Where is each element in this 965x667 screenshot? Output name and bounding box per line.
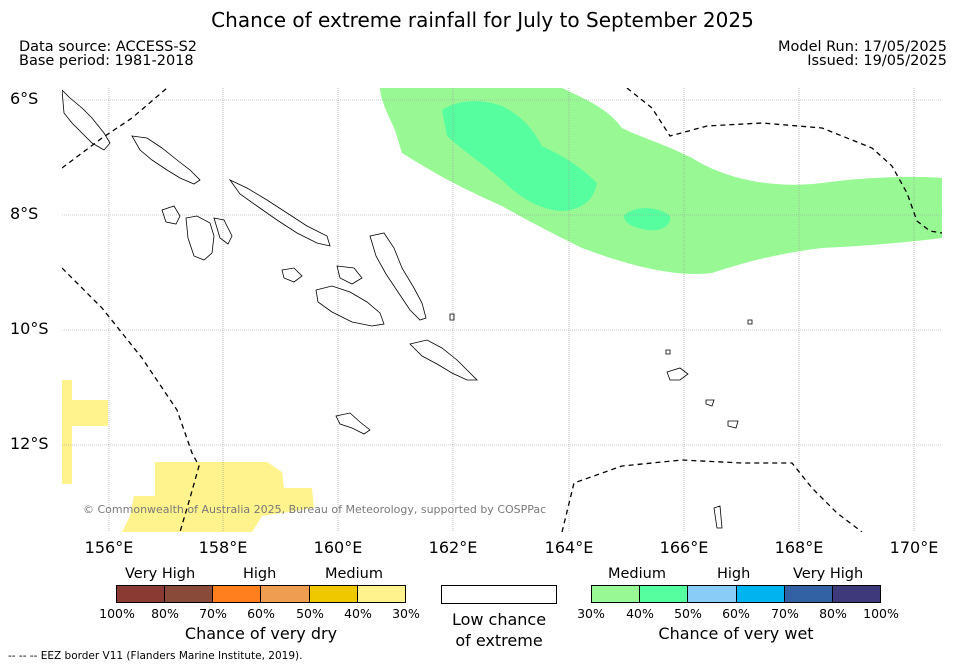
- wet-high-area: [442, 101, 597, 211]
- low-chance-caption: Low chance of extreme: [420, 609, 578, 651]
- lon-label: 158°E: [198, 538, 248, 557]
- dry-tick: 50%: [296, 606, 324, 621]
- dry-tick: 60%: [247, 606, 275, 621]
- wet-tick: 80%: [819, 606, 847, 621]
- wet-tick: 70%: [771, 606, 799, 621]
- model-run-text: Model Run: 17/05/2025: [777, 39, 947, 55]
- wet-legend-caption: Chance of very wet: [658, 624, 814, 643]
- coastlines: [62, 89, 753, 529]
- low-chance-swatch: [441, 585, 557, 604]
- dry-swatch: [260, 585, 310, 603]
- dry-level-label: High: [243, 566, 277, 582]
- lon-label: 164°E: [544, 538, 594, 557]
- wet-swatch: [591, 585, 640, 603]
- lon-label: 160°E: [313, 538, 363, 557]
- dry-level-label: Very High: [125, 566, 196, 582]
- wet-high-patch: [624, 208, 671, 231]
- low-chance-line2: of extreme: [455, 631, 543, 650]
- wet-tick: 30%: [577, 606, 605, 621]
- wet-level-label: High: [717, 566, 751, 582]
- dry-tick: 40%: [344, 606, 372, 621]
- wet-swatch: [832, 585, 881, 603]
- dry-tick: 30%: [392, 606, 420, 621]
- graticule: [62, 88, 942, 532]
- dry-swatch: [212, 585, 261, 603]
- lat-label: 6°S: [10, 89, 39, 108]
- eez-borders: [62, 88, 942, 532]
- source-info: Data source: ACCESS-S2 Base period: 1981…: [19, 39, 198, 69]
- low-chance-line1: Low chance: [451, 610, 547, 629]
- issued-text: Issued: 19/05/2025: [807, 53, 947, 69]
- lat-label: 12°S: [10, 434, 49, 453]
- lon-label: 162°E: [428, 538, 478, 557]
- wet-swatch: [687, 585, 737, 603]
- wet-swatch: [784, 585, 833, 603]
- dry-swatch: [357, 585, 406, 603]
- wet-level-label: Medium: [608, 566, 666, 582]
- map-title: Chance of extreme rainfall for July to S…: [211, 8, 754, 32]
- dry-tick: 80%: [151, 606, 179, 621]
- map-canvas: [62, 88, 942, 532]
- lat-label: 8°S: [10, 204, 39, 223]
- wet-swatch: [736, 585, 785, 603]
- lon-label: 166°E: [659, 538, 709, 557]
- dry-level-label: Medium: [325, 566, 383, 582]
- dry-swatch: [116, 585, 165, 603]
- dry-medium-area-west: [62, 380, 108, 484]
- run-info: Model Run: 17/05/2025 Issued: 19/05/2025: [777, 39, 947, 69]
- map-panel: [62, 88, 942, 532]
- wet-level-label: Very High: [793, 566, 864, 582]
- eez-border-note: -- -- -- EEZ border V11 (Flanders Marine…: [8, 650, 303, 662]
- lon-label: 170°E: [889, 538, 939, 557]
- data-source-text: Data source: ACCESS-S2: [19, 39, 198, 55]
- wet-swatch: [639, 585, 688, 603]
- wet-tick: 60%: [722, 606, 750, 621]
- dry-swatch: [309, 585, 358, 603]
- wet-tick: 50%: [674, 606, 702, 621]
- dry-swatch: [164, 585, 213, 603]
- lat-label: 10°S: [10, 319, 49, 338]
- copyright-notice: © Commonwealth of Australia 2025, Bureau…: [83, 503, 547, 516]
- dry-medium-area-south: [122, 462, 314, 532]
- dry-tick: 70%: [199, 606, 227, 621]
- base-period-text: Base period: 1981-2018: [19, 53, 194, 69]
- lon-label: 156°E: [84, 538, 134, 557]
- wet-tick: 40%: [626, 606, 654, 621]
- dry-tick: 100%: [99, 606, 135, 621]
- wet-tick: 100%: [863, 606, 899, 621]
- dry-legend-caption: Chance of very dry: [184, 624, 338, 643]
- lon-label: 168°E: [774, 538, 824, 557]
